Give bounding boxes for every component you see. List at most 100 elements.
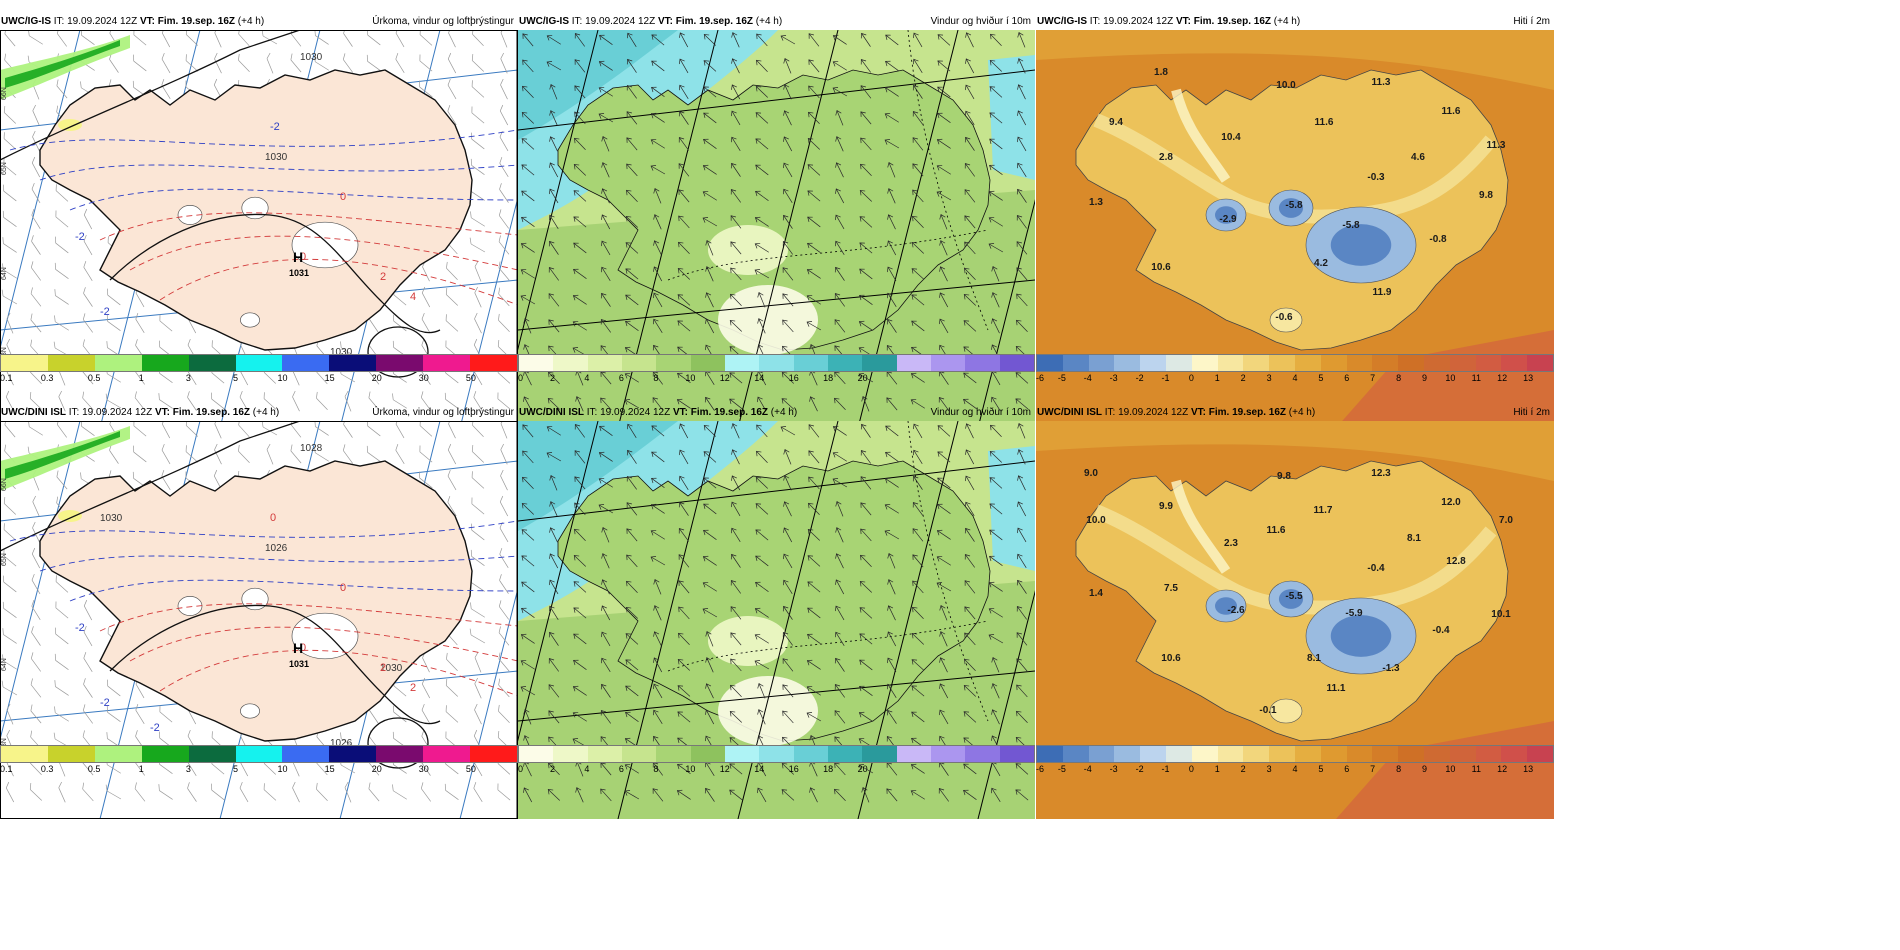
wind-vector <box>939 657 948 673</box>
isobar-label: 1026 <box>330 738 353 749</box>
wind-vector <box>912 606 924 619</box>
wind-vector <box>367 421 381 437</box>
wind-vector <box>754 242 769 253</box>
wind-vector <box>574 59 586 73</box>
init-time: 19.09.2024 12Z <box>600 407 671 418</box>
wind-vector <box>807 164 821 176</box>
wind-vector <box>963 711 977 723</box>
lead-time: (+4 h) <box>770 407 798 418</box>
wind-vector <box>598 60 613 71</box>
wind-vector <box>964 241 976 255</box>
wind-vector <box>1017 136 1027 152</box>
wind-vector <box>705 657 714 673</box>
temperature-value: 10.4 <box>1221 132 1241 143</box>
wind-vector <box>806 321 822 331</box>
wind-vector <box>832 425 847 436</box>
wind-vector <box>783 110 792 126</box>
wind-vector <box>911 268 925 280</box>
wind-vector <box>910 372 925 383</box>
colorbar-swatch <box>999 355 1034 371</box>
colorbar-swatch <box>1423 355 1450 371</box>
wind-vector <box>548 319 560 333</box>
wind-vector <box>781 763 794 775</box>
wind-vector <box>730 632 742 646</box>
colorbar-swatch <box>553 355 588 371</box>
wind-vector <box>705 266 714 282</box>
colorbar-swatch <box>1269 355 1295 371</box>
wind-vector <box>1016 710 1028 723</box>
wind-vector <box>445 705 459 723</box>
temperature-contour-label: 4 <box>410 291 416 303</box>
wind-vector <box>574 137 586 150</box>
colorbar-tick: 0.5 <box>87 373 101 383</box>
wind-vector <box>756 59 768 72</box>
run-info: UWC/DINI ISL IT: 19.09.2024 12Z VT: Fim.… <box>1037 405 1315 421</box>
colorbar-tick: 3 <box>1266 373 1272 383</box>
temperature-contour <box>159 258 518 306</box>
colorbar-tick: 3 <box>185 764 191 774</box>
colorbar-swatch <box>376 746 424 762</box>
colorbar-tick: 0 <box>518 764 524 774</box>
colorbar-tick: 0 <box>518 373 524 383</box>
wind-vector <box>598 504 614 514</box>
panel-header: UWC/DINI ISL IT: 19.09.2024 12Z VT: Fim.… <box>518 405 1035 421</box>
colorbar-tick: 8 <box>653 373 659 383</box>
wind-vector <box>886 292 897 307</box>
wind-vector <box>989 86 1003 98</box>
wind-vector <box>911 659 925 671</box>
wind-vector <box>471 445 484 463</box>
wind-vector <box>860 476 872 490</box>
wind-vector <box>834 319 846 333</box>
wind-vector <box>860 111 872 125</box>
wind-vector <box>937 86 951 98</box>
temperature-contour <box>99 603 518 632</box>
wind-vector <box>83 625 93 647</box>
wind-vector <box>650 556 666 566</box>
wind-vector <box>885 34 899 46</box>
wind-vector <box>731 110 741 126</box>
colorbar-tick: 50 <box>465 373 476 383</box>
high-pressure-marker: H <box>293 640 303 656</box>
colorbar-tick: -4 <box>1083 373 1092 383</box>
colorbar-tick: 10 <box>277 373 288 383</box>
colorbar-swatch <box>1320 746 1347 762</box>
colorbar-tick: 9 <box>1421 373 1428 383</box>
wind-vector <box>650 529 665 540</box>
wind-vector <box>651 34 665 46</box>
wind-vector <box>548 240 559 255</box>
wind-vector <box>963 763 977 775</box>
wind-vector <box>807 607 821 619</box>
wind-vector <box>859 659 873 671</box>
wind-vector <box>988 243 1004 253</box>
colorbar-tick: 6 <box>618 373 624 383</box>
wind-vector <box>498 209 509 229</box>
wind-vector <box>314 446 329 462</box>
wind-vector <box>781 372 794 384</box>
wind-vector <box>885 60 899 71</box>
wind-vector <box>185 445 199 463</box>
init-time: 19.09.2024 12Z <box>67 16 138 27</box>
wind-vector <box>214 30 222 48</box>
wind-vector <box>1016 241 1028 255</box>
panel-title: Úrkoma, vindur og loftþrýstingur <box>372 407 514 418</box>
wind-vector <box>1015 763 1029 775</box>
latitude-label: 64N <box>1 658 8 671</box>
wind-vector <box>54 706 69 722</box>
wind-vector <box>988 190 1003 201</box>
wind-vector <box>808 111 820 124</box>
wind-vector <box>366 445 381 462</box>
wind-vector <box>600 292 611 307</box>
colorbar-tick: 20 <box>857 764 868 774</box>
isobar <box>0 30 301 161</box>
wind-vector <box>1016 188 1027 203</box>
wind-vector <box>782 579 793 594</box>
temperature-contour <box>159 649 518 697</box>
temperature-value: 12.8 <box>1446 556 1466 567</box>
wind-vector <box>860 32 871 47</box>
wind-vector <box>572 711 587 722</box>
wind-vector <box>54 680 69 696</box>
wind-vector <box>991 292 1000 308</box>
wind-vector <box>886 397 898 411</box>
wind-vector <box>30 652 41 672</box>
colorbar-tick: 0 <box>1188 764 1194 774</box>
